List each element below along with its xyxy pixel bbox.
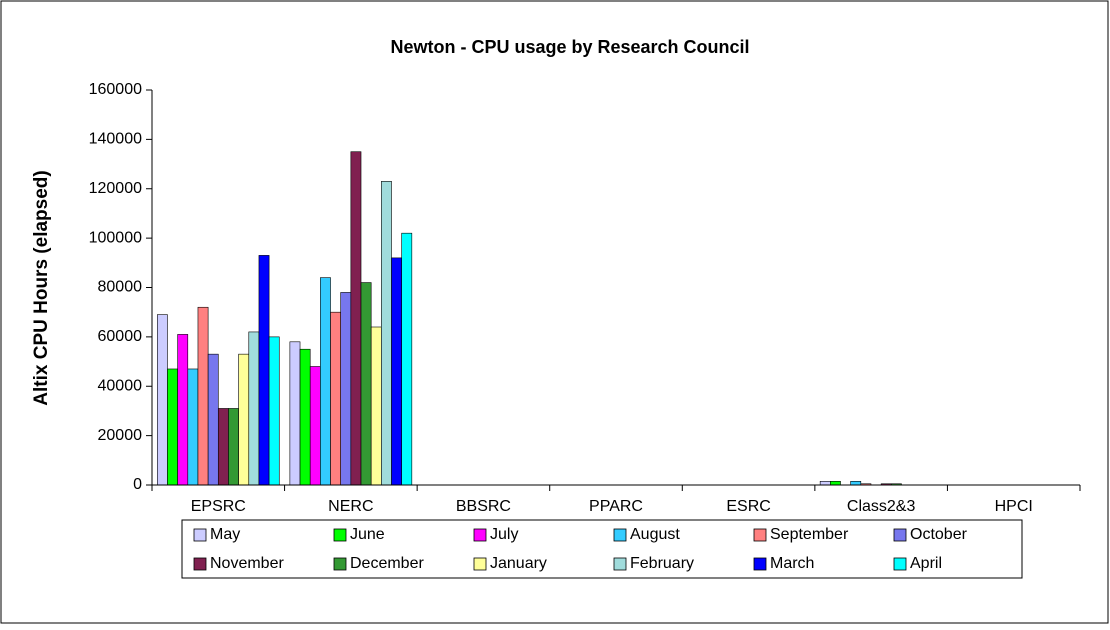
- x-tick-label: EPSRC: [191, 498, 246, 515]
- y-tick-label: 60000: [98, 328, 143, 345]
- legend-label: May: [210, 526, 240, 543]
- legend-label: June: [350, 526, 385, 543]
- x-tick-label: Class2&3: [847, 498, 916, 515]
- bar: [391, 257, 402, 486]
- bar: [401, 232, 413, 486]
- bar: [238, 353, 250, 486]
- bar: [167, 368, 178, 486]
- y-tick-label: 20000: [98, 427, 143, 444]
- bar: [177, 334, 189, 486]
- legend-swatch: [333, 557, 347, 571]
- chart-title: Newton - CPU usage by Research Council: [390, 37, 749, 57]
- bar: [207, 353, 219, 486]
- legend-label: October: [910, 526, 968, 543]
- y-tick-label: 160000: [89, 81, 142, 98]
- legend-label: November: [210, 555, 284, 572]
- legend-label: September: [770, 526, 849, 543]
- bar: [289, 341, 301, 486]
- bar: [330, 311, 341, 486]
- legend-swatch: [193, 557, 207, 571]
- bar: [320, 277, 331, 486]
- bar: [340, 292, 352, 486]
- bar: [197, 306, 209, 486]
- bar: [268, 336, 280, 486]
- bar: [157, 314, 168, 486]
- y-tick-label: 80000: [98, 279, 143, 296]
- x-tick-label: HPCI: [995, 498, 1033, 515]
- legend-swatch: [193, 528, 207, 542]
- legend-swatch: [473, 557, 487, 571]
- legend-label: March: [770, 555, 814, 572]
- bar: [360, 282, 372, 486]
- legend-swatch: [613, 528, 627, 542]
- y-tick-label: 120000: [89, 180, 142, 197]
- legend-label: December: [350, 555, 424, 572]
- legend-swatch: [473, 528, 487, 542]
- bar: [381, 181, 392, 486]
- y-axis-label: Altix CPU Hours (elapsed): [31, 170, 52, 405]
- bar: [830, 480, 841, 486]
- legend-swatch: [333, 528, 347, 542]
- bar: [228, 408, 239, 486]
- legend-swatch: [893, 528, 907, 542]
- bar: [309, 366, 321, 486]
- x-tick-label: PPARC: [589, 498, 643, 515]
- y-tick-label: 40000: [98, 377, 143, 394]
- bar: [258, 255, 270, 486]
- bar: [819, 480, 831, 486]
- x-tick-label: BBSRC: [456, 498, 511, 515]
- legend-label: February: [630, 555, 694, 572]
- y-tick-label: 100000: [89, 229, 142, 246]
- x-tick-label: NERC: [328, 498, 373, 515]
- legend-label: August: [630, 526, 680, 543]
- bar: [248, 331, 260, 486]
- legend-swatch: [893, 557, 907, 571]
- legend-label: April: [910, 555, 942, 572]
- bar: [370, 326, 382, 486]
- legend-label: July: [490, 526, 518, 543]
- bar: [217, 408, 229, 486]
- x-tick-label: ESRC: [726, 498, 770, 515]
- bar: [299, 348, 311, 486]
- bar: [350, 151, 362, 486]
- legend-box: [181, 519, 1023, 579]
- legend-swatch: [753, 557, 767, 571]
- legend-label: January: [490, 555, 547, 572]
- y-tick-label: 0: [133, 476, 142, 493]
- legend-swatch: [613, 557, 627, 571]
- y-tick-label: 140000: [89, 131, 142, 148]
- legend-swatch: [753, 528, 767, 542]
- bar: [850, 480, 862, 486]
- bar: [187, 368, 199, 486]
